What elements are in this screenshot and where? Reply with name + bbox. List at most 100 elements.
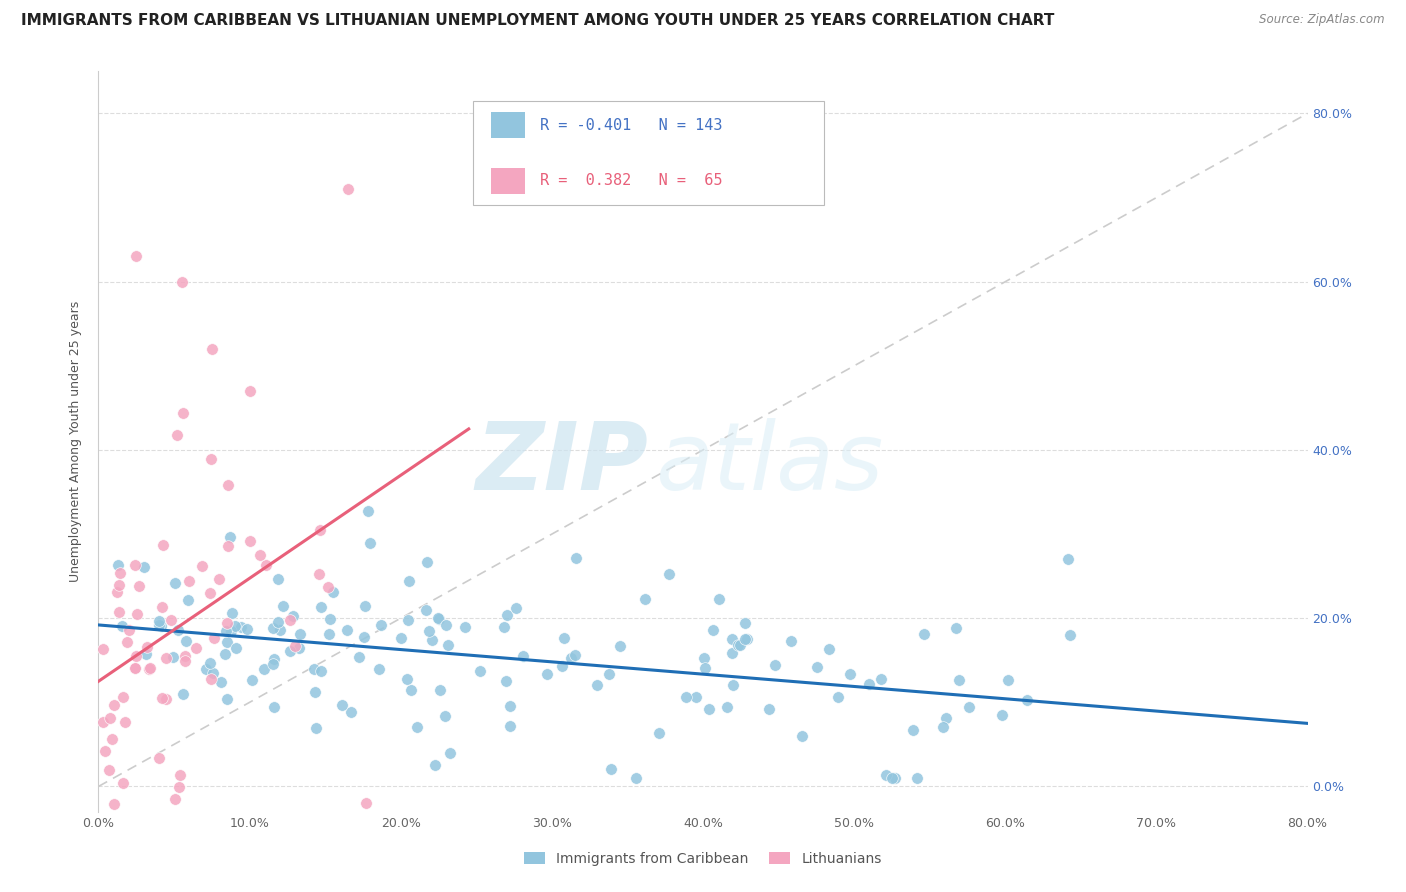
Point xyxy=(370,618,392,632)
Point xyxy=(560,651,582,665)
Point xyxy=(166,428,188,442)
Point xyxy=(163,575,186,590)
Point xyxy=(263,652,285,666)
Point xyxy=(389,631,412,645)
Point xyxy=(415,603,437,617)
Point xyxy=(135,640,157,655)
Point xyxy=(283,608,305,623)
Point xyxy=(396,614,419,628)
Point xyxy=(763,658,786,673)
Point xyxy=(1059,628,1081,642)
Point xyxy=(437,638,460,652)
Point xyxy=(103,797,125,812)
Text: R = -0.401   N = 143: R = -0.401 N = 143 xyxy=(540,118,723,133)
Point xyxy=(598,667,620,681)
Point xyxy=(721,646,744,660)
Point xyxy=(565,550,588,565)
Point xyxy=(336,624,359,638)
Point xyxy=(217,539,239,553)
Point xyxy=(1057,552,1080,566)
Text: IMMIGRANTS FROM CARIBBEAN VS LITHUANIAN UNEMPLOYMENT AMONG YOUTH UNDER 25 YEARS : IMMIGRANTS FROM CARIBBEAN VS LITHUANIAN … xyxy=(21,13,1054,29)
Point xyxy=(368,662,391,676)
Point xyxy=(935,711,957,725)
Point xyxy=(150,690,173,705)
Point xyxy=(357,504,380,518)
Point xyxy=(564,648,586,662)
Point xyxy=(309,665,332,679)
Point xyxy=(494,620,516,634)
Point xyxy=(166,624,188,638)
Point xyxy=(716,699,738,714)
Point xyxy=(249,549,271,563)
Point xyxy=(124,558,146,573)
Point xyxy=(224,618,246,632)
Point xyxy=(675,690,697,705)
Point xyxy=(214,647,236,661)
Point xyxy=(117,635,139,649)
Point xyxy=(101,731,124,746)
Point xyxy=(186,640,208,655)
Point xyxy=(93,744,115,758)
Point xyxy=(111,690,134,704)
Point xyxy=(349,649,371,664)
Point xyxy=(512,649,534,664)
Point xyxy=(173,649,195,664)
Point xyxy=(111,619,134,633)
Point xyxy=(734,615,756,630)
Point xyxy=(155,692,177,706)
Point xyxy=(239,384,262,398)
Point xyxy=(692,651,714,665)
Point xyxy=(790,729,813,743)
Point xyxy=(903,723,925,737)
Point xyxy=(198,586,221,600)
Point xyxy=(318,627,340,641)
Point xyxy=(439,747,461,761)
Point xyxy=(499,699,522,714)
Point xyxy=(648,726,671,740)
Point xyxy=(427,612,450,626)
Point xyxy=(418,624,440,638)
Point xyxy=(125,249,148,264)
Point xyxy=(242,673,264,687)
Bar xyxy=(474,101,824,204)
Point xyxy=(209,674,232,689)
Point xyxy=(309,523,332,537)
Point xyxy=(195,661,218,675)
Point xyxy=(806,659,828,673)
Point xyxy=(117,623,139,637)
Point xyxy=(148,750,170,764)
Point xyxy=(599,763,621,777)
Point xyxy=(269,623,291,637)
Point xyxy=(991,707,1014,722)
Point xyxy=(124,661,146,675)
Text: Source: ZipAtlas.com: Source: ZipAtlas.com xyxy=(1260,13,1385,27)
Point xyxy=(215,635,238,649)
Point xyxy=(699,702,721,716)
Point xyxy=(875,767,897,781)
Point xyxy=(721,678,744,692)
Point xyxy=(553,631,575,645)
Point xyxy=(262,621,284,635)
Point xyxy=(108,578,131,592)
Point xyxy=(827,690,849,705)
Point xyxy=(496,607,519,622)
Point xyxy=(163,792,186,806)
Point xyxy=(177,593,200,607)
Point xyxy=(434,618,457,632)
Point xyxy=(912,626,935,640)
Point xyxy=(256,558,278,573)
Bar xyxy=(492,168,526,194)
Text: ZIP: ZIP xyxy=(475,417,648,509)
Point xyxy=(406,720,429,734)
Point xyxy=(191,558,214,573)
Point xyxy=(149,619,172,633)
Point xyxy=(169,768,191,782)
Point xyxy=(884,771,907,785)
Point xyxy=(105,585,128,599)
Point xyxy=(201,342,224,356)
Point xyxy=(818,642,841,657)
Point xyxy=(208,572,231,586)
Point xyxy=(839,667,862,681)
Point xyxy=(536,666,558,681)
Point xyxy=(707,591,730,606)
